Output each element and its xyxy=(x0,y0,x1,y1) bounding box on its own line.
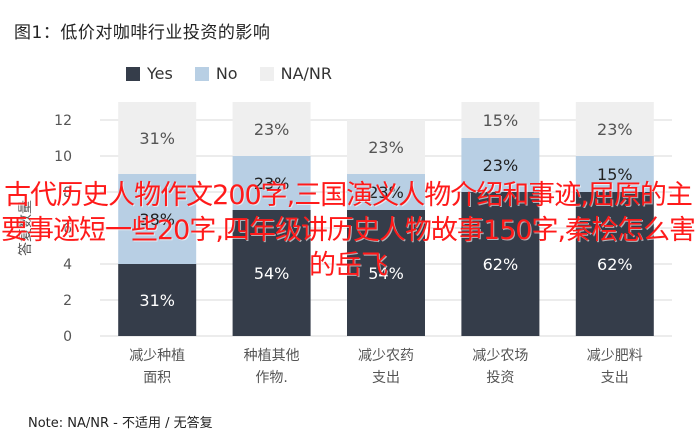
data-label-1-3: 23% xyxy=(483,156,519,175)
bar-no-1 xyxy=(232,156,311,210)
data-label-1-1: 23% xyxy=(254,174,290,193)
y-tick-label-2: 2 xyxy=(63,293,72,309)
bar-nanr-2 xyxy=(347,120,425,174)
bar-nanr-4 xyxy=(575,102,654,156)
bar-yes-2 xyxy=(347,210,425,336)
x-tick-label-4-1: 支出 xyxy=(601,370,629,386)
x-tick-label-1-1: 作物. xyxy=(255,370,287,386)
x-tick-label-1-0: 种植其他 xyxy=(244,348,300,364)
bar-no-4 xyxy=(575,156,654,192)
bar-no-0 xyxy=(118,174,197,264)
data-label-2-4: 23% xyxy=(597,120,633,139)
bar-nanr-3 xyxy=(461,102,540,138)
data-label-0-0: 31% xyxy=(139,291,175,310)
y-tick-label-6: 6 xyxy=(63,221,72,237)
data-label-0-1: 54% xyxy=(254,264,290,283)
legend-item-nanr: NA/NR xyxy=(259,64,332,83)
x-tick-label-4-0: 减少肥料 xyxy=(587,348,643,364)
legend-item-yes: Yes xyxy=(126,64,173,83)
legend-label-no: No xyxy=(215,64,238,83)
data-label-2-2: 23% xyxy=(368,138,404,157)
y-tick-label-8: 8 xyxy=(63,185,72,201)
data-label-1-4: 15% xyxy=(597,165,633,184)
x-tick-label-2-0: 减少农药 xyxy=(358,348,414,364)
legend: Yes No NA/NR xyxy=(126,64,332,83)
data-label-2-1: 23% xyxy=(254,120,290,139)
bar-yes-0 xyxy=(118,264,197,336)
bar-yes-4 xyxy=(575,192,654,336)
bar-yes-1 xyxy=(232,210,311,336)
y-tick-label-4: 4 xyxy=(63,257,72,273)
legend-item-no: No xyxy=(194,64,238,83)
x-tick-label-2-1: 支出 xyxy=(372,370,400,386)
data-label-1-2: 23% xyxy=(368,183,404,202)
legend-swatch-no xyxy=(194,66,209,81)
x-tick-label-0-1: 面积 xyxy=(143,370,171,386)
y-tick-label-10: 10 xyxy=(54,149,72,165)
bar-nanr-1 xyxy=(232,102,311,156)
data-label-0-4: 62% xyxy=(597,255,633,274)
legend-label-nanr: NA/NR xyxy=(280,64,332,83)
x-tick-label-0-0: 减少种植 xyxy=(129,348,185,364)
bar-nanr-0 xyxy=(118,102,197,174)
data-label-0-3: 62% xyxy=(483,255,519,274)
x-tick-label-3-1: 投资 xyxy=(486,370,514,386)
data-label-0-2: 54% xyxy=(368,264,404,283)
y-tick-label-0: 0 xyxy=(63,329,72,345)
x-tick-label-3-0: 减少农场 xyxy=(472,348,528,364)
chart-title: 图1：低价对咖啡行业投资的影响 xyxy=(14,23,271,43)
bar-yes-3 xyxy=(461,192,540,336)
y-tick-label-12: 12 xyxy=(54,113,72,129)
legend-swatch-yes xyxy=(126,66,140,81)
bar-no-2 xyxy=(347,174,425,210)
overlay-text: 古代历史人物作文200字,三国演义人物介绍和事迹,屈原的主要事迹短一些20字,四… xyxy=(0,180,696,281)
bar-no-3 xyxy=(461,138,540,192)
data-label-2-3: 15% xyxy=(483,111,519,130)
data-label-1-0: 38% xyxy=(139,210,175,229)
legend-swatch-nanr xyxy=(259,66,274,81)
chart-note: Note: NA/NR - 不适用 / 无答复 xyxy=(28,416,213,431)
data-label-2-0: 31% xyxy=(139,129,175,148)
legend-label-yes: Yes xyxy=(147,64,173,83)
y-axis-label: 答复数量 xyxy=(17,200,34,256)
